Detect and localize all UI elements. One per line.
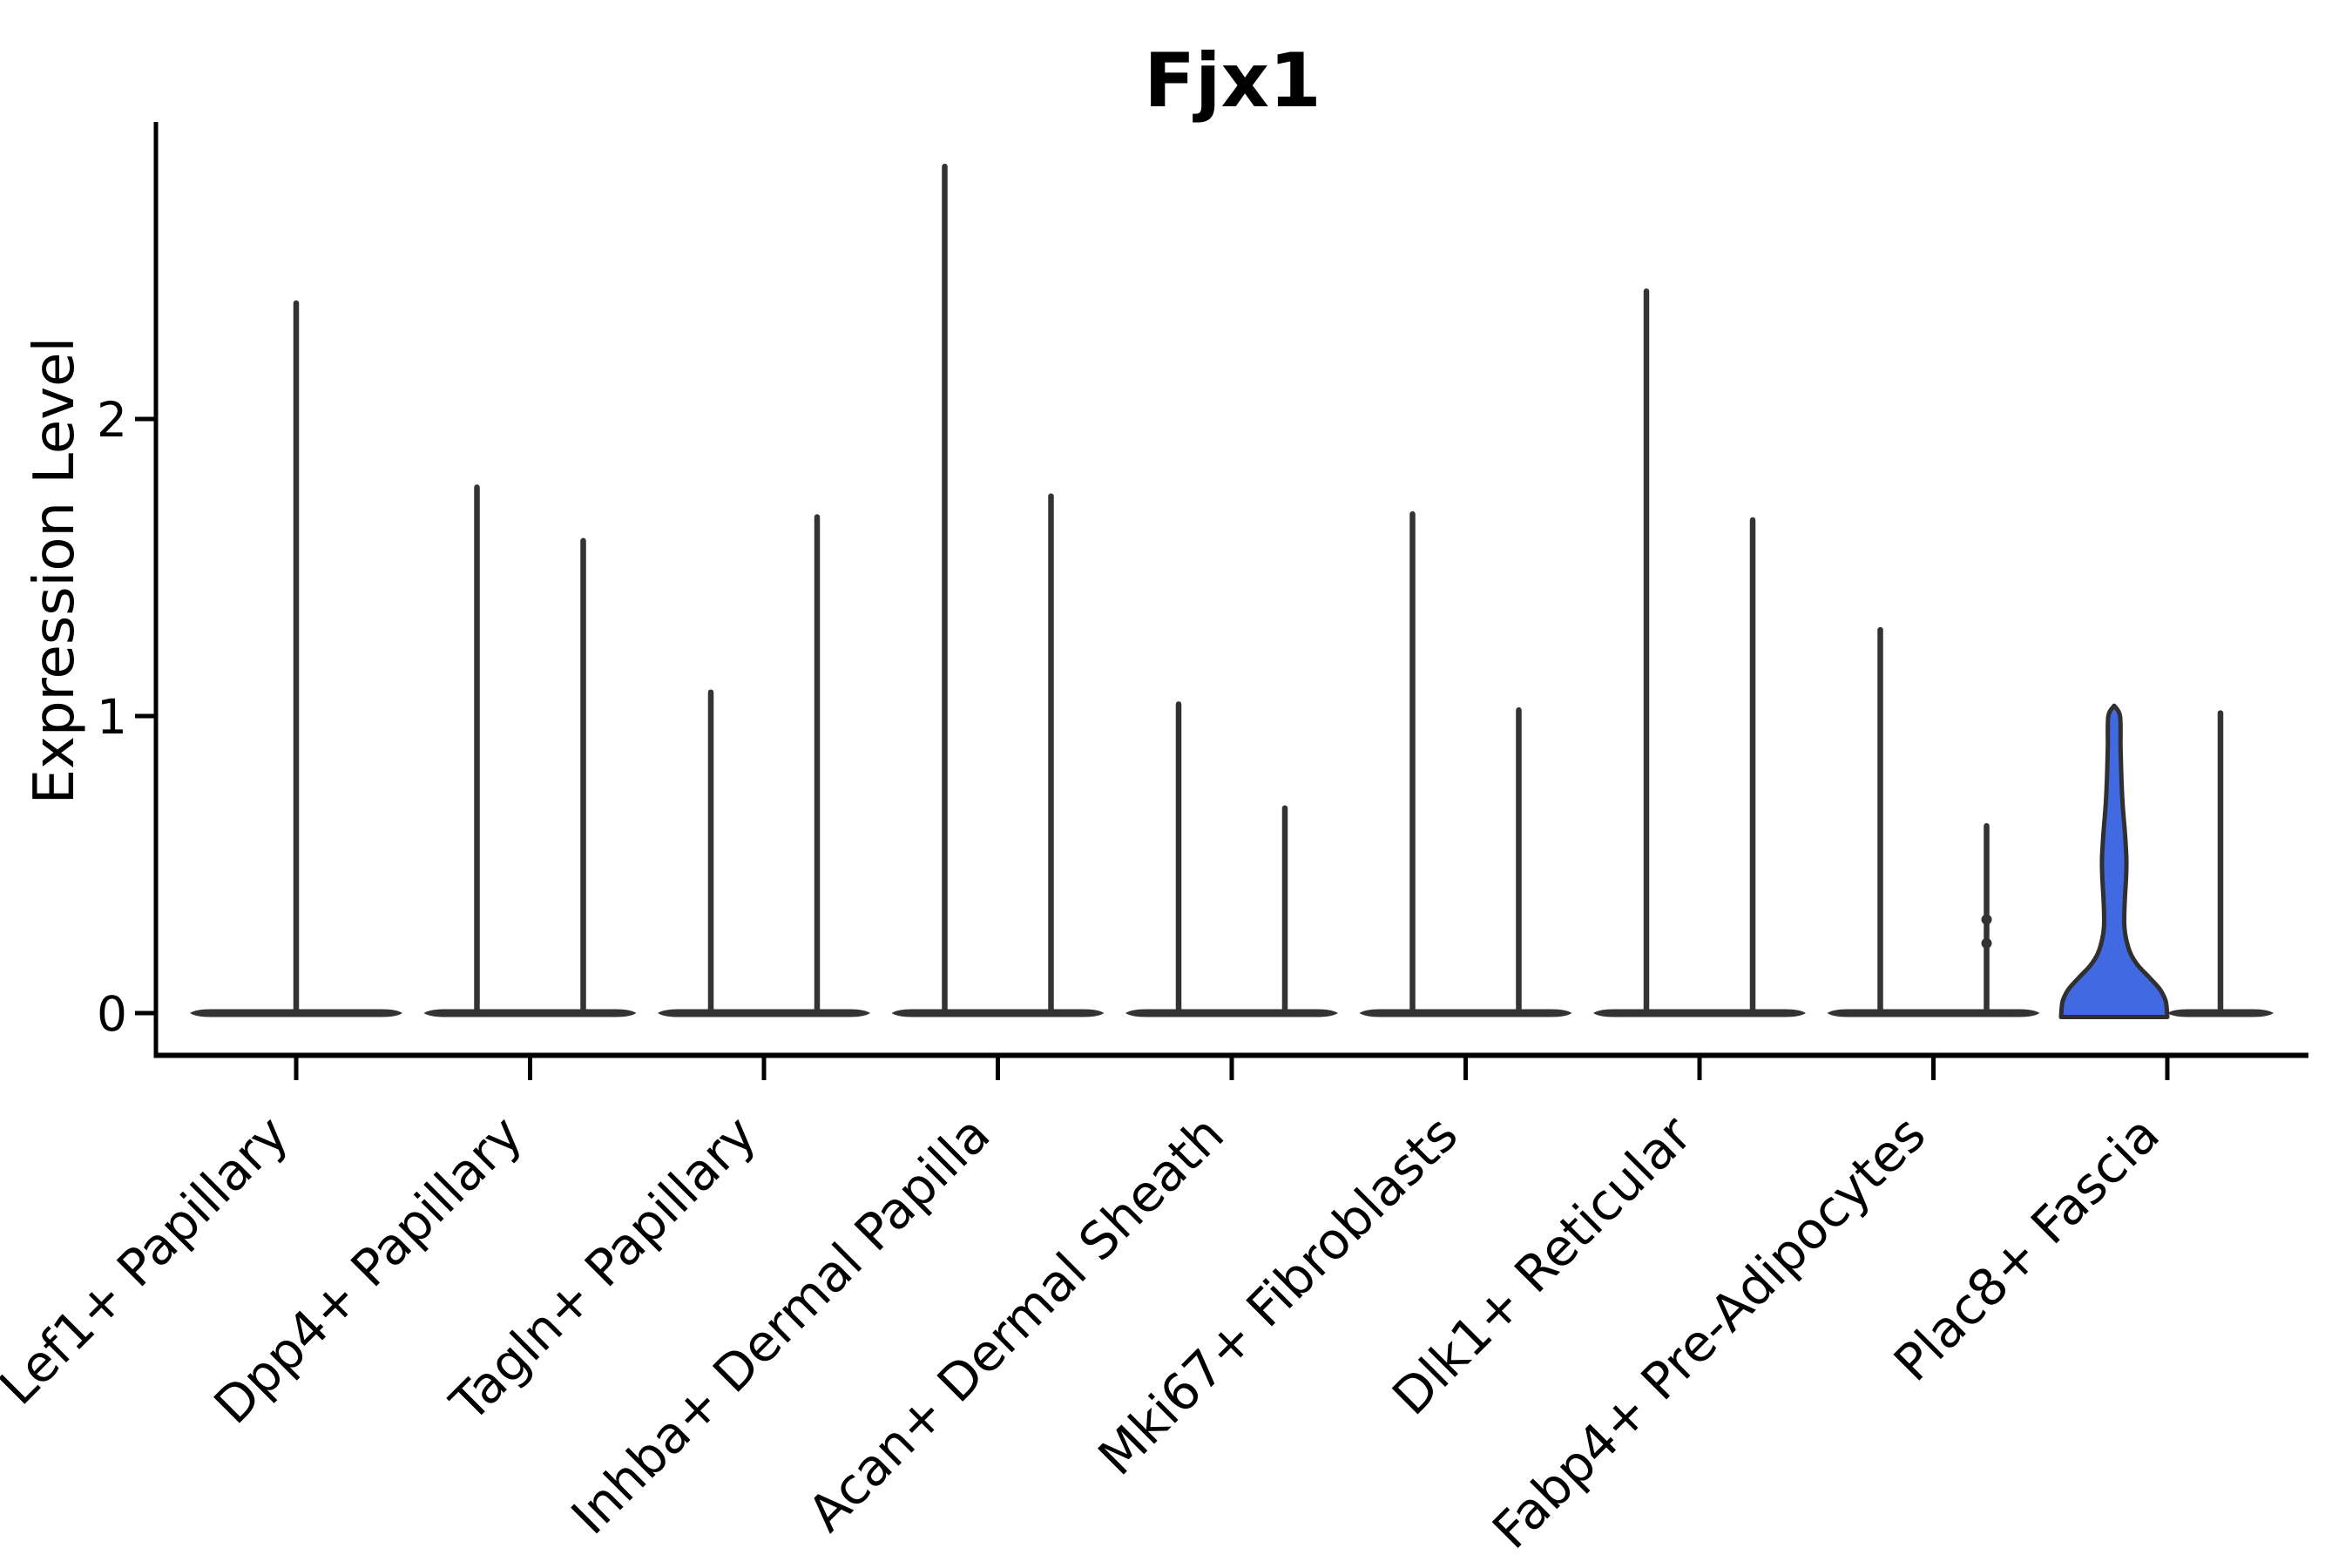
category-label: Inhba+ Dermal Papilla [560, 1105, 1002, 1546]
chart-title: Fjx1 [1144, 37, 1321, 125]
violin-base [1359, 1009, 1572, 1017]
violin-base [423, 1009, 637, 1017]
violin-base [1125, 1009, 1338, 1017]
violin-base [1593, 1009, 1806, 1017]
violin-dot [1981, 937, 1992, 949]
violin-filled [2058, 703, 2170, 1019]
y-tick-label: 1 [97, 689, 127, 745]
y-axis-label: Expression Level [23, 337, 87, 805]
y-axis-spine [153, 122, 159, 1058]
violin-base [891, 1009, 1105, 1017]
y-tick-label: 2 [97, 392, 127, 448]
x-axis-spine [153, 1052, 2308, 1058]
category-label: Fabp4+ Pre-Adipocytes [1481, 1105, 1936, 1560]
violin-base [658, 1009, 870, 1017]
category-label: Acan+ Dermal Sheath [796, 1105, 1234, 1543]
violin-base [1827, 1009, 2040, 1017]
y-tick-label: 0 [97, 986, 127, 1042]
violin-base [190, 1009, 402, 1017]
violin-base [2167, 1009, 2274, 1017]
violin-dot [1981, 914, 1992, 925]
